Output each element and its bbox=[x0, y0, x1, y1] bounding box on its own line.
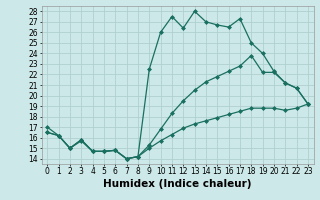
X-axis label: Humidex (Indice chaleur): Humidex (Indice chaleur) bbox=[103, 179, 252, 189]
